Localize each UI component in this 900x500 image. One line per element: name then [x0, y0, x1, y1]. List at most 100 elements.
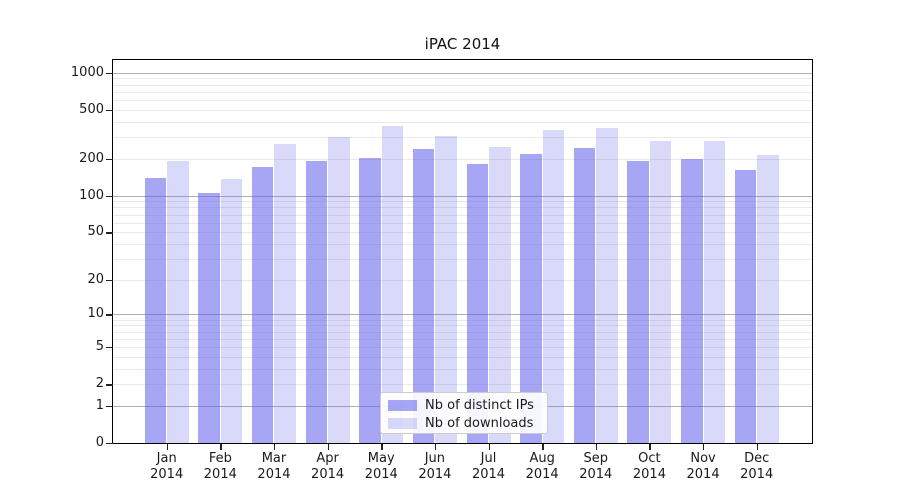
bar-downloads-may [381, 125, 404, 443]
bar-distinct-ips-may [359, 158, 381, 443]
bar-distinct-ips-jul [466, 163, 489, 443]
legend-label-downloads: Nb of downloads [425, 416, 534, 431]
x-tick-label-month: May [367, 451, 395, 466]
bar-downloads-dec [757, 154, 779, 443]
gridline-minor [113, 384, 812, 386]
bar-distinct-ips-mar [251, 167, 274, 443]
bar-distinct-ips-jan [144, 178, 167, 443]
x-tick-mark [220, 444, 222, 450]
legend-item-distinct-ips: Nb of distinct IPs [388, 398, 539, 413]
y-tick-mark [106, 346, 113, 349]
x-tick-label-month: Apr [316, 451, 339, 466]
y-tick-mark [106, 232, 113, 234]
gridline-major [113, 72, 812, 74]
legend: Nb of distinct IPs Nb of downloads [380, 392, 548, 434]
legend-item-downloads: Nb of downloads [388, 416, 539, 431]
x-tick-mark [542, 444, 544, 450]
bar-downloads-mar [274, 144, 296, 443]
y-tick-mark [106, 384, 113, 386]
gridline-major [113, 314, 812, 316]
x-tick-label-year: 2014 [525, 467, 559, 482]
gridline-minor [113, 346, 812, 348]
bar-distinct-ips-dec [734, 169, 757, 443]
x-tick-label-year: 2014 [364, 467, 398, 482]
x-tick-label-year: 2014 [579, 467, 613, 482]
y-tick-label: 100 [79, 187, 104, 203]
x-tick-label-month: Jul [480, 451, 497, 466]
x-tick-label-year: 2014 [418, 467, 452, 482]
bar-distinct-ips-oct [627, 160, 649, 443]
x-tick-label-month: Sep [583, 451, 609, 466]
y-tick-label: 2 [95, 376, 104, 392]
bar-downloads-oct [649, 140, 672, 443]
y-tick-mark [106, 158, 113, 161]
bar-downloads-aug [542, 130, 565, 443]
gridline-minor [113, 331, 812, 333]
chart-title: iPAC 2014 [424, 35, 501, 53]
bar-downloads-nov [703, 140, 726, 443]
x-tick-mark [488, 444, 490, 450]
bar-downloads-jan [167, 160, 189, 443]
bar-downloads-jul [489, 146, 511, 443]
gridline-minor [113, 368, 812, 370]
x-tick-label-year: 2014 [471, 467, 506, 482]
x-tick-label-year: 2014 [257, 467, 291, 482]
x-tick-label-month: Aug [529, 451, 555, 466]
y-tick-label: 10 [87, 306, 104, 322]
gridline-minor [113, 137, 812, 139]
gridline-minor [113, 356, 812, 358]
x-tick-label-year: 2014 [203, 467, 237, 482]
y-tick-label: 1000 [70, 64, 104, 80]
bar-distinct-ips-aug [520, 154, 542, 443]
bar-distinct-ips-nov [681, 158, 703, 443]
gridline-minor [113, 325, 812, 327]
gridline-minor [113, 258, 812, 260]
x-tick-label-year: 2014 [740, 467, 774, 482]
gridline-minor [113, 338, 812, 340]
gridline-minor [113, 207, 812, 209]
x-tick-mark [166, 444, 169, 450]
legend-swatch-downloads [388, 418, 417, 429]
bar-distinct-ips-sep [573, 148, 596, 443]
y-tick-label: 1 [95, 397, 104, 413]
gridline-minor [113, 91, 812, 93]
gridline-minor [113, 158, 812, 160]
gridline-minor [113, 201, 812, 203]
legend-swatch-distinct-ips [388, 400, 417, 411]
y-tick-mark [106, 314, 113, 316]
x-tick-mark [595, 444, 598, 450]
x-tick-label-month: Oct [638, 451, 661, 466]
x-tick-label-month: Dec [744, 451, 770, 466]
x-tick-label-month: Jun [424, 451, 446, 466]
x-tick-mark [327, 444, 329, 450]
gridline-minor [113, 243, 812, 245]
y-tick-label: 500 [79, 101, 104, 117]
y-tick-mark [106, 195, 113, 198]
y-tick-mark [106, 72, 113, 75]
x-tick-mark [649, 444, 651, 450]
gridline-minor [113, 222, 812, 224]
x-tick-mark [273, 444, 276, 450]
x-tick-mark [434, 444, 437, 450]
bar-distinct-ips-jun [412, 149, 435, 443]
y-tick-label: 0 [95, 435, 104, 450]
gridline-minor [113, 214, 812, 216]
x-tick-mark [381, 444, 383, 450]
gridline-minor [113, 100, 812, 102]
x-tick-label-year: 2014 [686, 467, 720, 482]
bar-downloads-sep [596, 128, 618, 443]
y-tick-label: 20 [87, 271, 104, 287]
gridline-minor [113, 319, 812, 321]
gridline-minor [113, 84, 812, 86]
x-tick-label-month: Mar [261, 451, 287, 466]
y-tick-label: 5 [95, 338, 104, 354]
y-tick-label: 50 [87, 224, 104, 240]
x-tick-label-year: 2014 [311, 467, 345, 482]
bar-distinct-ips-apr [305, 160, 328, 443]
gridline-major [113, 195, 812, 197]
gridline-minor [113, 121, 812, 123]
x-tick-mark [756, 444, 759, 450]
x-tick-label-month: Nov [690, 451, 716, 466]
y-tick-mark [106, 405, 113, 408]
